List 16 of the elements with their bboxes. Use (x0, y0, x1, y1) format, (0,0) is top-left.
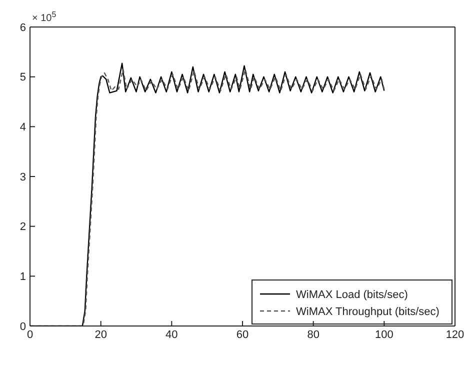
y-tick-label: 4 (20, 122, 26, 134)
y-tick-label: 2 (20, 221, 26, 234)
text: × 10$^{5}$ (32, 10, 57, 24)
x-tick-label: 40 (166, 328, 178, 341)
x-tick-label: 100 (374, 328, 394, 341)
x-tick-label: 60 (236, 328, 249, 341)
x-tick-label: 80 (307, 328, 320, 341)
y-tick-label: 5 (20, 72, 26, 84)
y-tick-label: 1 (20, 271, 26, 284)
x-tick-label: 20 (94, 328, 107, 341)
y-tick-label: 3 (20, 171, 26, 184)
legend-label: WiMAX Load (bits/sec) (296, 289, 408, 301)
legend-label: WiMAX Throughput (bits/sec) (296, 306, 440, 318)
y-tick-label: 0 (20, 320, 26, 333)
x-tick-label: 120 (446, 328, 464, 341)
y-tick-label: 6 (20, 22, 26, 34)
